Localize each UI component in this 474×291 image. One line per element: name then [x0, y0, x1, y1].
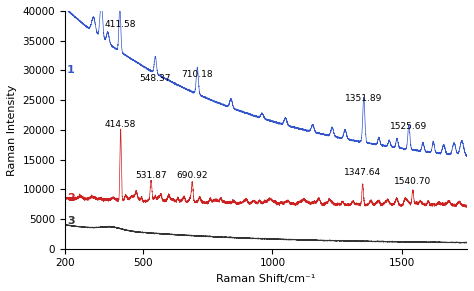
Text: 411.58: 411.58 [104, 20, 136, 29]
Text: 690.92: 690.92 [177, 171, 208, 180]
Text: 548.37: 548.37 [139, 74, 171, 84]
Text: 1351.89: 1351.89 [345, 94, 383, 103]
X-axis label: Raman Shift/cm⁻¹: Raman Shift/cm⁻¹ [216, 274, 316, 284]
Text: 1540.70: 1540.70 [394, 177, 431, 186]
Y-axis label: Raman Intensity: Raman Intensity [7, 84, 17, 175]
Text: 1525.69: 1525.69 [390, 122, 428, 131]
Text: 1: 1 [67, 65, 75, 75]
Text: 1347.64: 1347.64 [344, 168, 381, 178]
Text: 2: 2 [67, 193, 75, 203]
Text: 531.87: 531.87 [135, 171, 167, 180]
Text: 3: 3 [67, 216, 75, 226]
Text: 710.18: 710.18 [182, 70, 213, 79]
Text: 414.58: 414.58 [105, 120, 137, 129]
